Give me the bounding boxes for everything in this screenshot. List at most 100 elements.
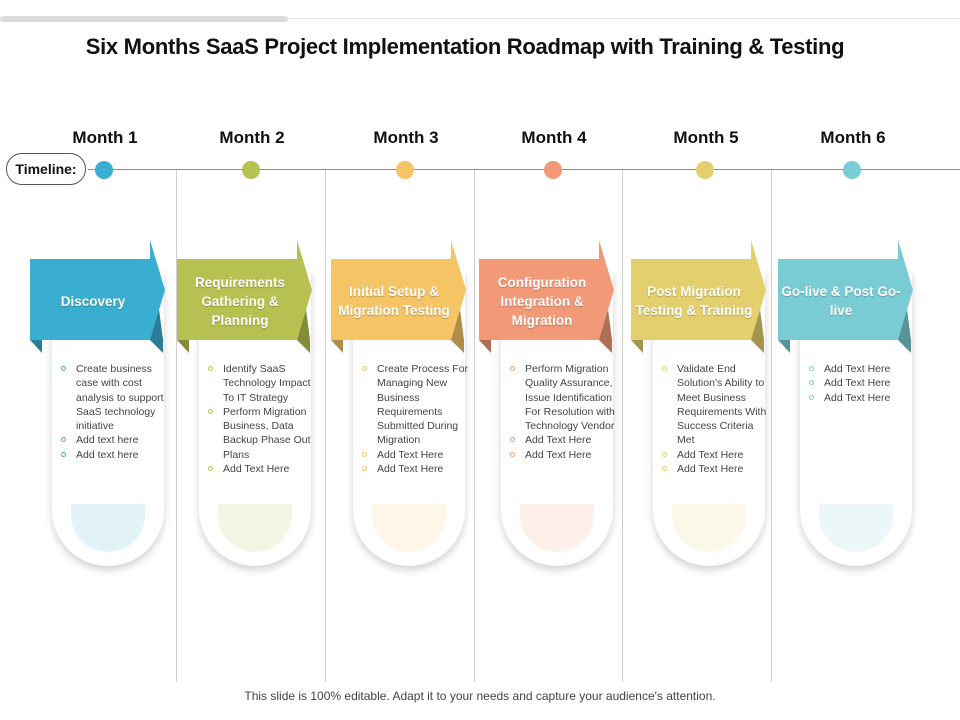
- month-column-5: Month 5 Post Migration Testing & Training…: [631, 0, 781, 720]
- month-label: Month 6: [820, 128, 886, 147]
- progress-bar-decoration: [0, 16, 288, 22]
- bullet-item: Add Text Here: [507, 448, 619, 462]
- bullet-item: Add Text Here: [659, 462, 771, 476]
- bullet-circle-icon: [362, 466, 367, 472]
- top-divider: [0, 18, 960, 19]
- bullet-text: Perform Migration Quality Assurance, Iss…: [525, 363, 615, 433]
- month-column-4: Month 4 Configuration Integration & Migra…: [479, 0, 629, 720]
- stage-title: Go-live & Post Go-live: [781, 284, 901, 318]
- bullet-text: Add text here: [76, 434, 139, 447]
- stage-title: Post Migration Testing & Training: [635, 284, 753, 318]
- bullet-item: Add Text Here: [507, 433, 619, 447]
- bullet-text: Add Text Here: [377, 463, 444, 476]
- bullet-circle-icon: [510, 451, 515, 457]
- stage-title: Requirements Gathering & Planning: [194, 274, 286, 328]
- bullet-circle-icon: [362, 451, 367, 457]
- bullet-circle-icon: [61, 366, 66, 371]
- bullet-circle-icon: [510, 437, 515, 443]
- stage-title: Configuration Integration & Migration: [497, 274, 587, 328]
- stage-bullet-list: Create business case with cost analysis …: [58, 362, 170, 462]
- card-decoration: [218, 504, 292, 552]
- month-label: Month 4: [521, 128, 587, 147]
- timeline-dot: [843, 161, 861, 179]
- stage-bullet-list: Add Text Here Add Text Here Add Text Here: [806, 362, 918, 405]
- bullet-text: Add Text Here: [525, 448, 592, 461]
- page-title: Six Months SaaS Project Implementation R…: [85, 34, 845, 59]
- bullet-text: Add Text Here: [677, 463, 744, 476]
- bullet-circle-icon: [208, 408, 213, 414]
- column-divider: [771, 170, 772, 682]
- stage-bullet-list: Identify SaaS Technology Impact To IT St…: [205, 362, 317, 476]
- bullet-circle-icon: [809, 380, 814, 386]
- arrow-banner-shape: [479, 240, 614, 353]
- stage-bullet-list: Perform Migration Quality Assurance, Iss…: [507, 362, 619, 462]
- timeline-label: Timeline:: [6, 153, 86, 185]
- month-column-6: Month 6 Go-live & Post Go-live Add Text He…: [778, 0, 928, 720]
- bullet-text: Add Text Here: [677, 448, 744, 461]
- bullet-circle-icon: [510, 366, 515, 371]
- bullet-item: Create business case with cost analysis …: [58, 362, 170, 433]
- timeline-dot: [696, 161, 714, 179]
- bullet-text: Add Text Here: [525, 434, 592, 447]
- arrow-banner-shape: [177, 240, 312, 353]
- bullet-circle-icon: [809, 366, 814, 371]
- card-decoration: [819, 504, 893, 552]
- bullet-item: Validate End Solution's Ability to Meet …: [659, 362, 771, 448]
- column-divider: [622, 170, 623, 682]
- month-label: Month 2: [219, 128, 285, 147]
- bullet-circle-icon: [208, 466, 213, 472]
- bullet-circle-icon: [809, 394, 814, 400]
- bullet-text: Create business case with cost analysis …: [76, 363, 164, 433]
- bullet-text: Create Process For Managing New Business…: [377, 363, 469, 447]
- bullet-text: Add text here: [76, 448, 139, 461]
- card-decoration: [71, 504, 145, 552]
- bullet-circle-icon: [662, 451, 667, 457]
- arrow-banner-shape: [30, 240, 165, 353]
- card-decoration: [520, 504, 594, 552]
- footer-note: This slide is 100% editable. Adapt it to…: [244, 689, 716, 703]
- stage-arrow-banner: Requirements Gathering & Planning: [177, 240, 317, 353]
- bullet-item: Add text here: [58, 448, 170, 462]
- stage-arrow-banner: Initial Setup & Migration Testing: [331, 240, 471, 353]
- timeline-line: [88, 169, 960, 170]
- bullet-circle-icon: [662, 466, 667, 472]
- bullet-item: Add Text Here: [806, 376, 918, 390]
- bullet-item: Add Text Here: [359, 462, 471, 476]
- month-label: Month 1: [72, 128, 138, 147]
- column-divider: [176, 170, 177, 682]
- timeline-dot: [242, 161, 260, 179]
- timeline-dot: [95, 161, 113, 179]
- card-decoration: [672, 504, 746, 552]
- column-divider: [474, 170, 475, 682]
- stage-arrow-banner: Post Migration Testing & Training: [631, 240, 771, 353]
- bullet-item: Perform Migration Quality Assurance, Iss…: [507, 362, 619, 433]
- stage-arrow-banner: Discovery: [30, 240, 170, 353]
- bullet-text: Identify SaaS Technology Impact To IT St…: [223, 363, 311, 404]
- arrow-banner-shape: [331, 240, 466, 353]
- bullet-text: Add Text Here: [377, 448, 444, 461]
- arrow-banner-shape: [778, 240, 913, 353]
- stage-title: Initial Setup & Migration Testing: [338, 284, 450, 318]
- bullet-text: Add Text Here: [824, 377, 891, 390]
- month-label: Month 3: [373, 128, 439, 147]
- column-divider: [325, 170, 326, 682]
- timeline-dot: [396, 161, 414, 179]
- stage-bullet-list: Create Process For Managing New Business…: [359, 362, 471, 476]
- month-column-2: Month 2 Requirements Gathering & Planning…: [177, 0, 327, 720]
- bullet-circle-icon: [208, 366, 213, 371]
- bullet-item: Identify SaaS Technology Impact To IT St…: [205, 362, 317, 405]
- bullet-circle-icon: [61, 451, 66, 457]
- bullet-item: Perform Migration Business, Data Backup …: [205, 405, 317, 462]
- bullet-item: Add Text Here: [205, 462, 317, 476]
- bullet-circle-icon: [362, 366, 367, 371]
- bullet-text: Add Text Here: [824, 363, 891, 375]
- month-column-1: Month 1 Discovery Create business case wit…: [30, 0, 180, 720]
- bullet-item: Add Text Here: [659, 448, 771, 462]
- bullet-circle-icon: [61, 437, 66, 443]
- bullet-text: Perform Migration Business, Data Backup …: [223, 405, 311, 461]
- card-decoration: [372, 504, 446, 552]
- bullet-text: Validate End Solution's Ability to Meet …: [677, 363, 767, 447]
- bullet-circle-icon: [662, 366, 667, 371]
- stage-title: Discovery: [60, 293, 126, 309]
- bullet-text: Add Text Here: [223, 463, 290, 476]
